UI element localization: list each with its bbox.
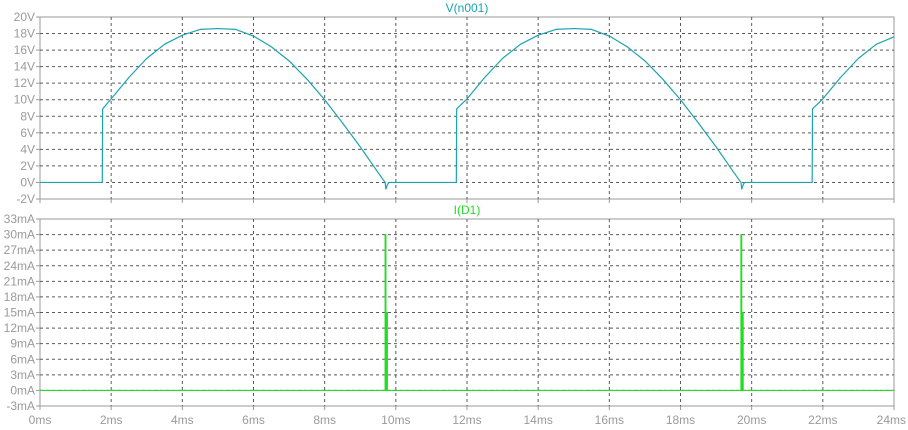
y-tick-label: 18V [14,27,35,41]
y-tick-label: 33mA [4,212,35,226]
y-tick-label: 9mA [10,337,35,351]
x-tick-label: 10ms [381,413,410,427]
y-tick-label: 12V [14,76,35,90]
y-tick-label: 6mA [10,352,35,366]
y-tick-label: 20V [14,10,35,24]
x-tick-label: 24ms [877,413,906,427]
y-tick-label: 15mA [4,306,35,320]
y-tick-label: 0mA [10,383,35,397]
y-tick-label: 30mA [4,228,35,242]
series-line-1 [40,27,895,190]
x-tick-label: 8ms [313,413,336,427]
y-tick-label: 21mA [4,274,35,288]
y-tick-label: -2V [16,192,35,206]
x-tick-label: 4ms [171,413,194,427]
series-line-2 [40,233,894,392]
y-tick-label: 12mA [4,321,35,335]
x-tick-label: 18ms [666,413,695,427]
panel-title-1: V(n001) [446,1,489,15]
y-tick-label: 27mA [4,243,35,257]
x-tick-label: 16ms [595,413,624,427]
y-tick-label: 24mA [4,259,35,273]
x-tick-label: 0ms [29,413,52,427]
panel-title-2: I(D1) [454,203,481,217]
y-tick-label: 18mA [4,290,35,304]
x-tick-label: 6ms [242,413,265,427]
y-tick-label: 3mA [10,368,35,382]
y-tick-label: 10V [14,93,35,107]
x-tick-label: 22ms [808,413,837,427]
x-tick-label: 20ms [737,413,766,427]
x-tick-label: 14ms [523,413,552,427]
y-tick-label: 0V [20,175,35,189]
y-tick-label: 8V [20,109,35,123]
x-tick-label: 2ms [100,413,123,427]
y-tick-label: 14V [14,60,35,74]
y-tick-label: 6V [20,126,35,140]
y-tick-label: 4V [20,142,35,156]
y-tick-label: 2V [20,159,35,173]
y-tick-label: 16V [14,43,35,57]
x-tick-label: 12ms [452,413,481,427]
y-tick-label: -3mA [6,399,35,413]
